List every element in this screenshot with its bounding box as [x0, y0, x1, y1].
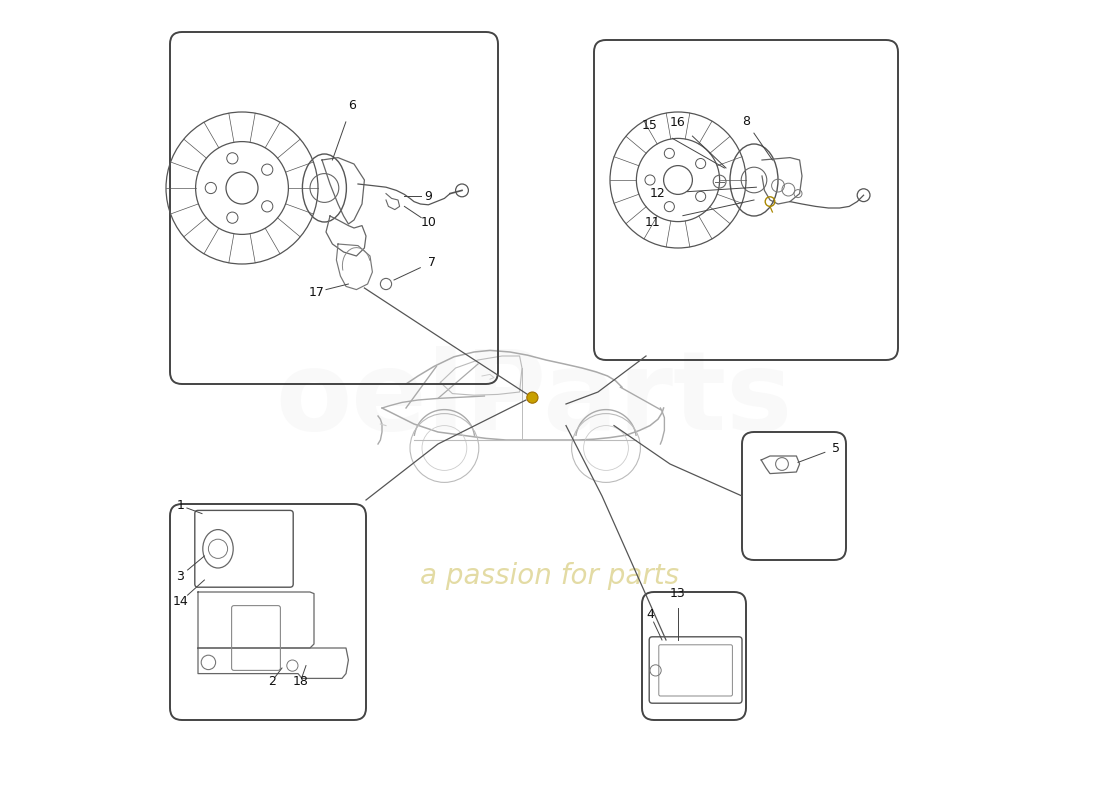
- Text: 11: 11: [645, 216, 660, 229]
- Text: oelParts: oelParts: [275, 346, 793, 454]
- Text: 10: 10: [420, 216, 437, 229]
- Text: 18: 18: [293, 675, 308, 688]
- Circle shape: [527, 392, 538, 403]
- Text: 9: 9: [425, 190, 432, 202]
- Text: 2: 2: [267, 675, 275, 688]
- Text: 1: 1: [176, 499, 185, 512]
- Text: 7: 7: [428, 256, 436, 269]
- Text: 12: 12: [650, 187, 666, 200]
- Text: 8: 8: [742, 115, 750, 128]
- Text: 5: 5: [833, 442, 840, 454]
- Text: a passion for parts: a passion for parts: [420, 562, 680, 590]
- Text: 6: 6: [348, 99, 355, 112]
- Text: 14: 14: [173, 595, 188, 608]
- Text: 15: 15: [642, 119, 658, 132]
- Text: 4: 4: [646, 608, 653, 621]
- Text: 17: 17: [308, 286, 324, 298]
- Text: 3: 3: [176, 570, 185, 582]
- Text: 13: 13: [670, 587, 686, 600]
- Text: 16: 16: [670, 116, 686, 129]
